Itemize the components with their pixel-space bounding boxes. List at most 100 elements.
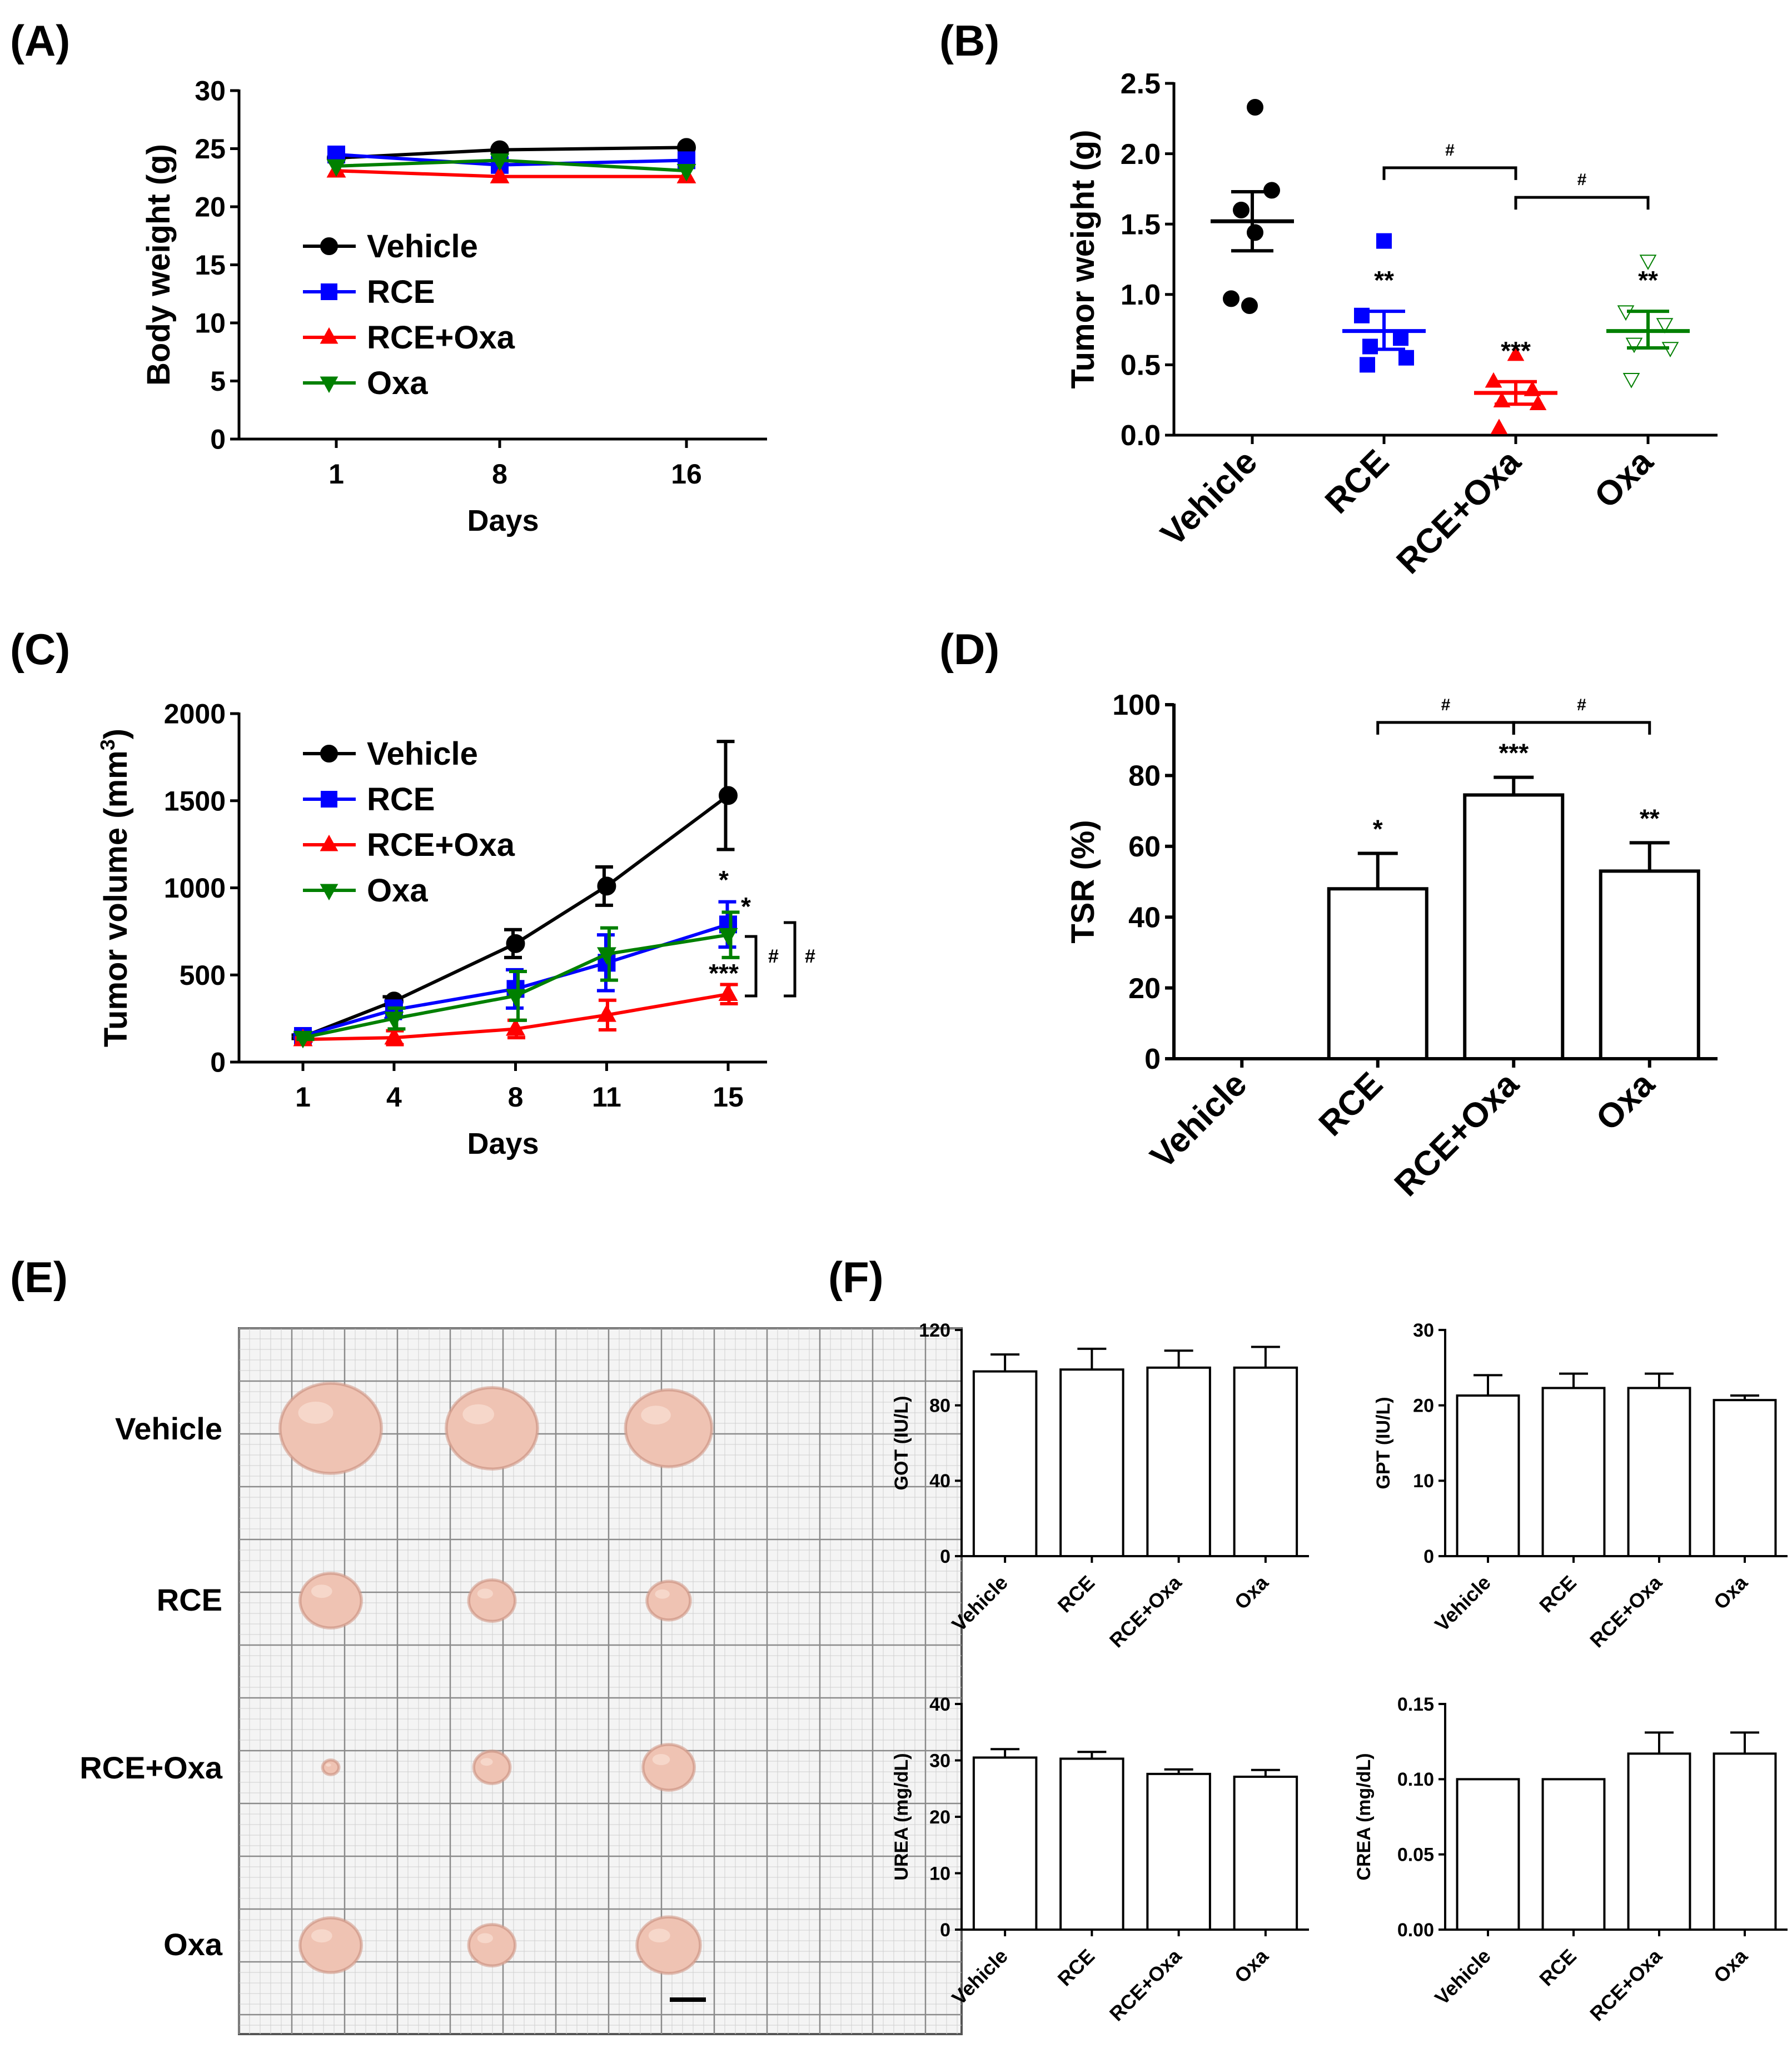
tumor-sample xyxy=(300,1573,362,1628)
y-tick-label: 20 xyxy=(1128,973,1161,1005)
data-point-marker xyxy=(384,1011,404,1029)
tumor-sample xyxy=(469,1924,515,1966)
tumor-sample xyxy=(636,1916,701,1974)
y-tick-label: 0 xyxy=(1144,1043,1161,1075)
legend-marker xyxy=(321,283,337,300)
x-category-label: RCE xyxy=(1312,1065,1390,1143)
significance-bracket xyxy=(745,935,758,998)
y-axis-label: CREA (mg/dL) xyxy=(1353,1753,1375,1880)
significance-label: # xyxy=(1441,696,1451,714)
significance-bracket xyxy=(1382,166,1517,180)
data-point-marker xyxy=(384,1027,404,1045)
x-tick-label: 1 xyxy=(328,459,344,490)
tumor-sample xyxy=(625,1389,712,1467)
y-tick-label: 0.05 xyxy=(1397,1845,1434,1866)
tumor-highlight xyxy=(298,1402,333,1424)
scatter-point xyxy=(1362,338,1378,355)
y-tick-label: 40 xyxy=(1128,901,1161,934)
significance-label: *** xyxy=(1499,739,1529,768)
x-category-label: Oxa xyxy=(1589,1065,1662,1138)
x-category-label: Vehicle xyxy=(1430,1945,1495,2010)
panel-b-tumor-weight-chart: 0.0 0.5 1.0 1.5 2.0 2.5 Tumor weight (g) Vehicl… xyxy=(1065,68,1718,581)
y-label-end: ) xyxy=(98,729,134,739)
scatter-point xyxy=(1622,372,1640,388)
x-tick-label: 8 xyxy=(492,459,507,490)
tumor-sample xyxy=(469,1579,515,1622)
significance-label: *** xyxy=(709,959,739,988)
y-tick-label: 1.5 xyxy=(1121,208,1161,241)
x-category-label: Vehicle xyxy=(1153,442,1265,554)
y-tick-label: 15 xyxy=(195,250,226,281)
y-tick-label: 40 xyxy=(929,1471,950,1492)
row-label: RCE+Oxa xyxy=(79,1750,223,1785)
x-tick-label: 8 xyxy=(508,1082,524,1113)
panel-label-c: (C) xyxy=(10,625,70,674)
x-tick-label: 11 xyxy=(592,1082,621,1113)
y-axis-label: Body weight (g) xyxy=(141,144,177,386)
tumor-highlight xyxy=(648,1929,670,1943)
x-category-label: RCE+Oxa xyxy=(1105,1571,1186,1652)
legend-label: Vehicle xyxy=(367,736,478,772)
y-axis-label: GPT (IU/L) xyxy=(1373,1397,1394,1489)
significance-label: ** xyxy=(1374,266,1394,295)
y-tick-label: 5 xyxy=(210,366,226,397)
data-point-marker xyxy=(718,928,738,946)
significance-label: ** xyxy=(1640,804,1660,833)
y-tick-label: 80 xyxy=(929,1396,950,1417)
data-point-marker xyxy=(490,153,510,171)
x-tick-label: 16 xyxy=(671,459,702,490)
x-category-label: Vehicle xyxy=(1430,1571,1495,1636)
scatter-point xyxy=(1639,255,1657,271)
y-tick-label: 10 xyxy=(1413,1471,1434,1492)
y-tick-label: 100 xyxy=(1112,689,1161,721)
bar-rce-oxa xyxy=(1463,793,1565,1061)
data-point-marker xyxy=(293,1030,313,1049)
y-tick-label: 0.15 xyxy=(1397,1694,1434,1715)
x-category-label: RCE+Oxa xyxy=(1387,1065,1526,1204)
tumor-highlight xyxy=(462,1404,495,1424)
data-point-marker xyxy=(506,934,525,953)
panel-label-a: (A) xyxy=(10,16,70,65)
panel-label-d: (D) xyxy=(939,625,999,674)
bar-vehicle xyxy=(1456,1394,1520,1558)
panel-e-tumor-photo: Vehicle RCE RCE+Oxa Oxa xyxy=(79,1327,963,2035)
y-tick-label: 10 xyxy=(929,1863,950,1884)
scatter-point xyxy=(1376,233,1392,249)
y-tick-label: 10 xyxy=(195,308,226,339)
significance-label: * xyxy=(741,892,751,921)
significance-label: # xyxy=(768,946,779,967)
y-tick-label: 60 xyxy=(1128,831,1161,863)
legend-marker xyxy=(320,884,339,901)
bar-vehicle xyxy=(1456,1778,1520,1931)
bar-vehicle xyxy=(972,1756,1038,1931)
significance-bracket xyxy=(1376,721,1515,735)
bar-rce xyxy=(1541,1387,1606,1558)
tumor-highlight xyxy=(477,1588,494,1599)
x-tick-label: 4 xyxy=(386,1082,402,1113)
data-point-marker xyxy=(490,166,510,183)
tumor-sample xyxy=(300,1917,362,1973)
y-tick-label: 2.5 xyxy=(1121,68,1161,100)
y-tick-label: 25 xyxy=(195,133,226,165)
y-tick-label: 500 xyxy=(180,960,226,991)
legend-label: RCE+Oxa xyxy=(367,827,515,863)
bar-oxa xyxy=(1713,1399,1777,1557)
significance-label: *** xyxy=(1501,336,1531,365)
tumor-sample xyxy=(280,1383,382,1474)
data-point-marker xyxy=(597,876,616,896)
legend-label: RCE+Oxa xyxy=(367,320,515,356)
y-label-superscript: 3 xyxy=(96,739,119,750)
bar-rce xyxy=(1059,1757,1124,1931)
y-tick-label: 0.5 xyxy=(1121,350,1161,382)
y-tick-label: 1000 xyxy=(164,873,226,904)
panel-f-crea-chart: 0.00 0.05 0.10 0.15 CREA (mg/dL) Vehicle RCE RC… xyxy=(1353,1694,1788,2025)
legend-label: Oxa xyxy=(367,873,428,909)
tumor-sample xyxy=(643,1744,695,1791)
x-axis-label: Days xyxy=(467,504,539,537)
significance-label: ** xyxy=(1638,266,1658,295)
y-tick-label: 0 xyxy=(940,1546,950,1567)
x-category-label: Oxa xyxy=(1587,442,1661,516)
x-category-label: RCE xyxy=(1535,1571,1581,1617)
